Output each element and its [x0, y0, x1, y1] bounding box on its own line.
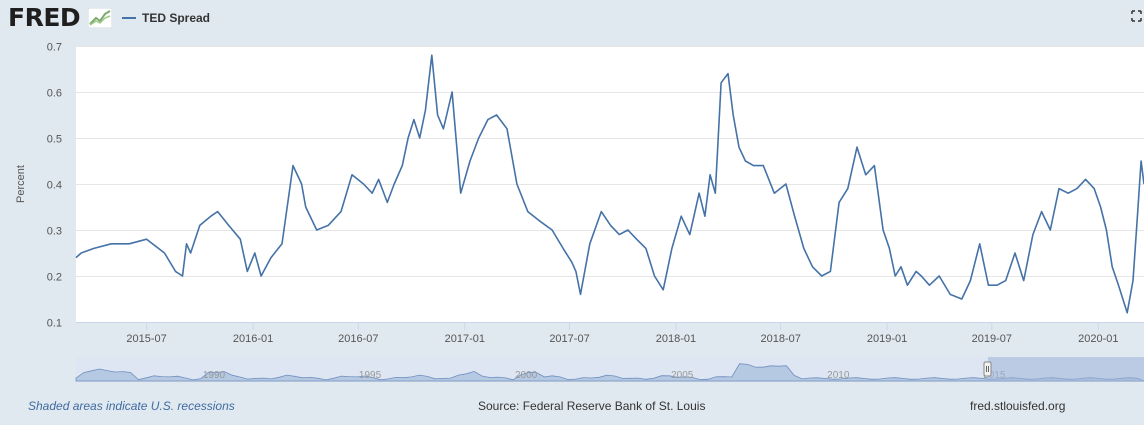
y-tick-label: 0.2: [47, 272, 62, 284]
navigator-x-label: 1995: [359, 370, 382, 381]
legend-label: TED Spread: [142, 11, 211, 25]
x-tick-label: 2019-01: [867, 333, 907, 345]
y-tick-label: 0.7: [47, 42, 62, 54]
legend-line-swatch: [122, 17, 136, 19]
x-tick-label: 2017-07: [549, 333, 589, 345]
x-tick-label: 2019-07: [972, 333, 1012, 345]
y-tick-label: 0.1: [47, 318, 62, 330]
x-axis-ticks: 2015-07 2016-01 2016-07 2017-01 2017-07 2018-…: [126, 322, 1118, 345]
site-link[interactable]: fred.stlouisfed.org: [970, 399, 1066, 413]
x-tick-label: 2018-07: [760, 333, 800, 345]
y-tick-label: 0.4: [47, 180, 62, 192]
y-tick-label: 0.6: [47, 88, 62, 100]
y-tick-label: 0.5: [47, 134, 62, 146]
x-tick-label: 2015-07: [126, 333, 166, 345]
recession-note: Shaded areas indicate U.S. recessions: [28, 399, 235, 413]
navigator-handle-icon[interactable]: [983, 361, 992, 377]
x-tick-label: 2016-07: [338, 333, 378, 345]
y-tick-label: 0.3: [47, 226, 62, 238]
series-line-ted-spread[interactable]: [75, 54, 1144, 314]
fullscreen-icon[interactable]: [1131, 10, 1142, 22]
source-credit: Source: Federal Reserve Bank of St. Loui…: [478, 399, 706, 413]
navigator-x-label: 2005: [671, 370, 694, 381]
chart-svg: 0.10.20.30.40.50.60.7 Percent 2015-07 201…: [15, 42, 1144, 382]
navigator-series-area: [75, 363, 1144, 382]
x-tick-label: 2020-01: [1078, 333, 1118, 345]
navigator-x-label: 2010: [827, 370, 850, 381]
fred-logo-graph-icon[interactable]: [88, 8, 112, 28]
navigator-x-label: 1990: [203, 370, 226, 381]
x-tick-label: 2017-01: [445, 333, 485, 345]
navigator-selection-mask[interactable]: [988, 357, 1144, 381]
y-axis-label: Percent: [15, 165, 27, 203]
x-tick-label: 2016-01: [233, 333, 273, 345]
chart-legend[interactable]: TED Spread: [122, 9, 210, 27]
fred-logo[interactable]: FRED: [8, 3, 81, 32]
y-tick-labels: 0.1 0.2 0.3 0.4 0.5 0.6 0.7: [47, 42, 62, 330]
chart-header: FRED TED Spread: [0, 0, 1144, 36]
x-tick-label: 2018-01: [656, 333, 696, 345]
navigator-x-label: 2000: [515, 370, 538, 381]
